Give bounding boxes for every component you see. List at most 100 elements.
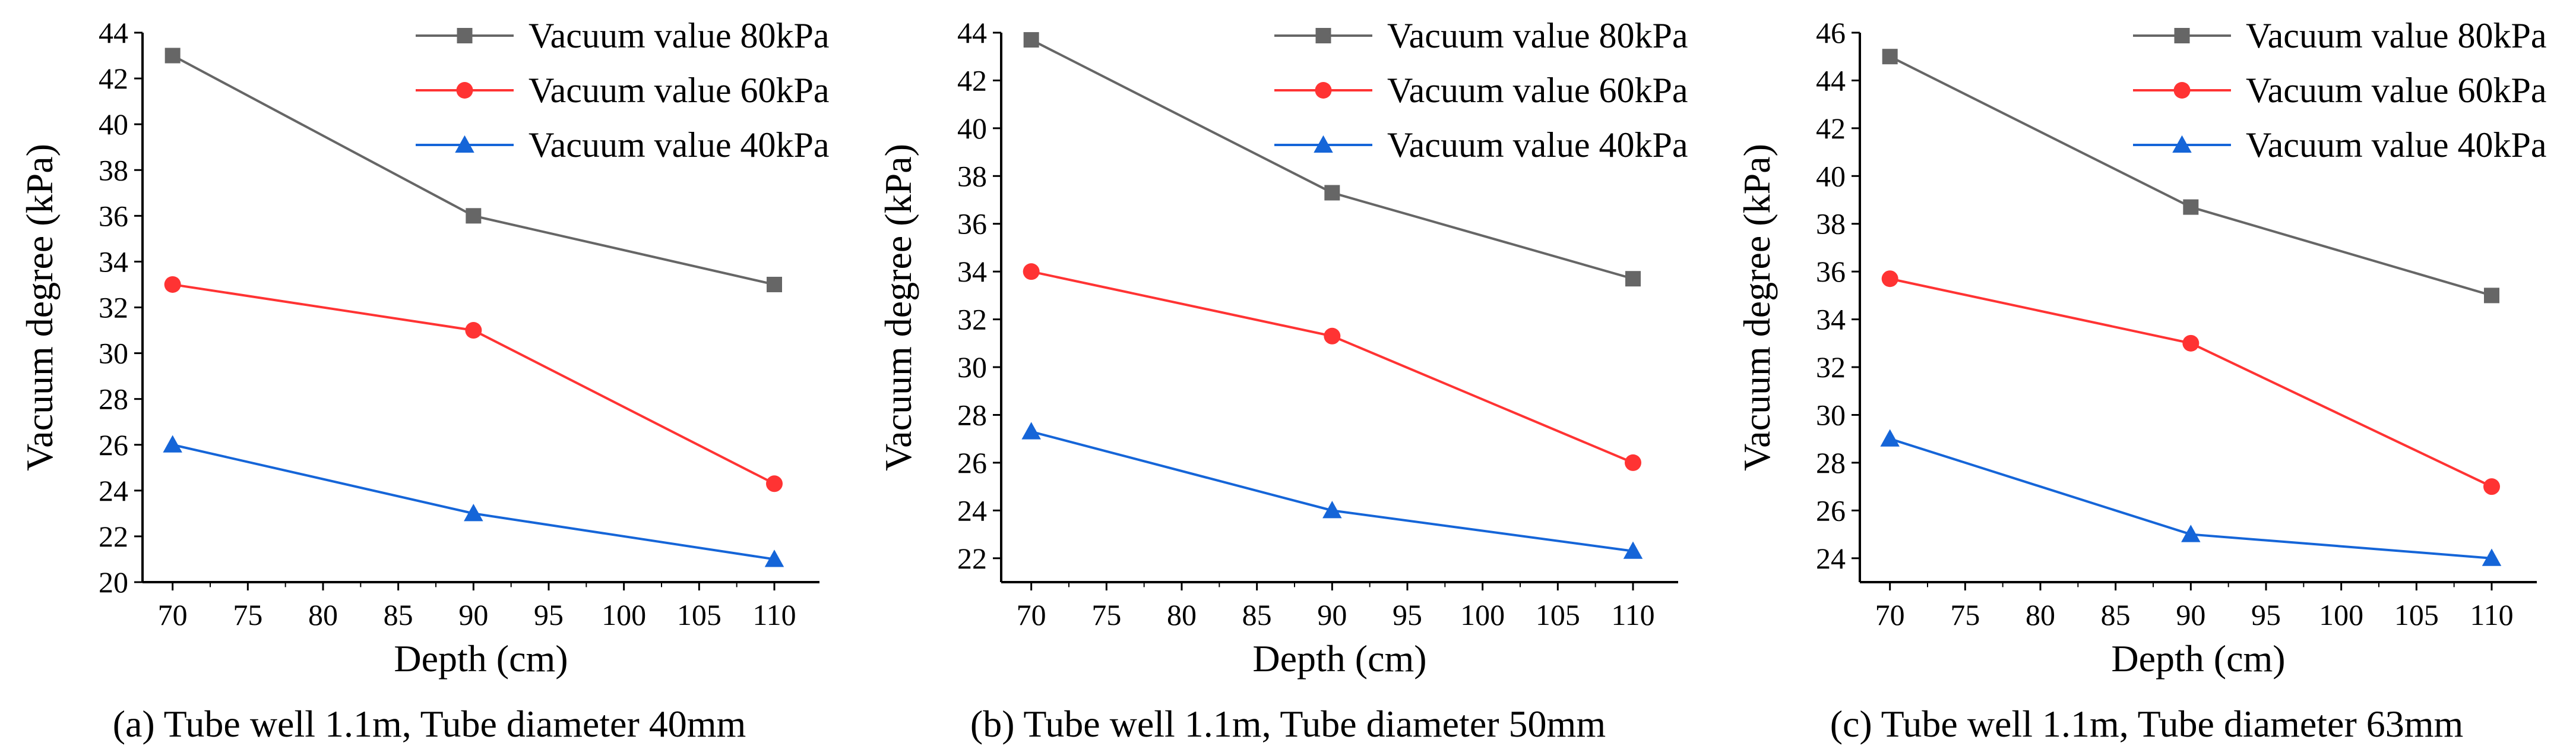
y-tick-label: 38	[1816, 207, 1846, 241]
x-tick-label: 100	[2319, 598, 2363, 631]
x-axis-title: Depth (cm)	[394, 637, 568, 680]
data-point	[1021, 422, 1041, 440]
x-tick-label: 70	[1017, 598, 1046, 631]
y-tick-label: 24	[99, 474, 128, 507]
y-axis-title: Vacuum degree (kPa)	[18, 144, 61, 471]
y-tick-label: 38	[99, 153, 128, 187]
y-tick-label: 22	[957, 542, 987, 575]
x-tick-label: 90	[458, 598, 488, 631]
x-tick-label: 80	[2026, 598, 2055, 631]
x-tick-label: 85	[1242, 598, 1272, 631]
x-tick-label: 110	[1611, 598, 1654, 631]
y-tick-label: 44	[99, 16, 128, 49]
y-tick-label: 22	[99, 520, 128, 553]
x-tick-label: 90	[2176, 598, 2205, 631]
panel-caption-c: (c) Tube well 1.1m, Tube diameter 63mm	[1830, 703, 2464, 745]
y-axis-title: Vacuum degree (kPa)	[1736, 144, 1778, 471]
data-point	[1880, 429, 1900, 447]
y-tick-label: 40	[1816, 159, 1846, 192]
x-tick-label: 100	[1460, 598, 1505, 631]
x-axis-title: Depth (cm)	[1252, 637, 1426, 680]
legend-label: Vacuum value 60kPa	[1387, 71, 1688, 110]
legend-marker	[2174, 28, 2190, 43]
legend-label: Vacuum value 60kPa	[2246, 71, 2547, 110]
y-tick-label: 40	[957, 112, 987, 145]
data-point	[766, 475, 783, 492]
data-point	[1324, 327, 1341, 345]
legend-label: Vacuum value 60kPa	[529, 71, 830, 110]
series-line	[1031, 430, 1634, 552]
y-tick-label: 26	[1816, 494, 1846, 527]
legend-marker	[2173, 82, 2191, 99]
y-tick-label: 38	[957, 159, 987, 192]
x-tick-label: 85	[2101, 598, 2131, 631]
y-tick-label: 32	[1816, 350, 1846, 384]
y-tick-label: 30	[99, 337, 128, 370]
legend-marker	[457, 28, 473, 43]
y-tick-label: 44	[957, 16, 987, 49]
data-point	[1322, 501, 1342, 519]
x-tick-label: 110	[752, 598, 796, 631]
legend-label: Vacuum value 80kPa	[2246, 16, 2547, 55]
x-tick-label: 100	[602, 598, 646, 631]
y-tick-label: 42	[957, 64, 987, 97]
x-tick-label: 70	[158, 598, 188, 631]
y-tick-label: 36	[1816, 255, 1846, 288]
legend-marker	[1314, 135, 1333, 153]
data-point	[1625, 271, 1641, 287]
data-point	[2181, 525, 2201, 542]
data-point	[1023, 263, 1040, 280]
y-tick-label: 30	[957, 350, 987, 384]
chart-panel-c: 70 75 80 85 90 95 100 105 110 24 26 28 30 32 34 36 38 40 4…	[1736, 16, 2547, 745]
series-line	[1890, 277, 2492, 488]
x-tick-label: 105	[677, 598, 721, 631]
x-tick-label: 75	[1091, 598, 1121, 631]
series-line	[1031, 270, 1634, 464]
x-tick-label: 80	[1167, 598, 1197, 631]
y-tick-label: 24	[957, 494, 987, 527]
data-point	[2483, 478, 2500, 495]
data-point	[1882, 49, 1898, 65]
y-tick-label: 36	[99, 199, 128, 232]
data-point	[767, 276, 782, 292]
y-tick-label: 26	[957, 446, 987, 479]
series-line	[172, 443, 775, 561]
y-tick-label: 36	[957, 207, 987, 241]
chart-panel-b: 70 75 80 85 90 95 100 105 110 22 24 26 28 30 32 34 36 38 4…	[877, 16, 1688, 745]
data-point	[764, 549, 784, 567]
data-point	[164, 48, 181, 64]
y-tick-label: 46	[1816, 16, 1846, 49]
x-axis-title: Depth (cm)	[2111, 637, 2285, 680]
x-tick-label: 75	[1950, 598, 1980, 631]
chart-panel-a: 70 75 80 85 90 95 100 105 110 20 22 24 26 28 30 32 34 36 3…	[18, 16, 830, 745]
y-tick-label: 34	[99, 245, 128, 278]
y-tick-label: 26	[99, 428, 128, 462]
y-axis-title: Vacuum degree (kPa)	[877, 144, 919, 471]
x-tick-label: 110	[2470, 598, 2513, 631]
data-point	[465, 322, 482, 339]
y-tick-label: 24	[1816, 542, 1846, 575]
data-point	[2482, 548, 2502, 566]
data-point	[1625, 454, 1641, 471]
data-point	[1881, 270, 1898, 288]
y-tick-label: 34	[1816, 303, 1846, 336]
legend-marker	[456, 82, 473, 99]
data-point	[1623, 541, 1643, 559]
data-point	[1023, 32, 1039, 48]
x-tick-label: 95	[534, 598, 564, 631]
legend-marker	[1315, 82, 1332, 99]
x-tick-label: 95	[2251, 598, 2281, 631]
data-point	[466, 208, 482, 224]
x-tick-label: 75	[233, 598, 262, 631]
series-line	[172, 283, 775, 485]
legend-label: Vacuum value 80kPa	[1387, 16, 1688, 55]
y-tick-label: 40	[99, 108, 128, 141]
legend-marker	[1315, 28, 1331, 43]
data-point	[2183, 199, 2199, 215]
x-tick-label: 105	[2394, 598, 2439, 631]
legend-label: Vacuum value 40kPa	[529, 125, 830, 165]
y-tick-label: 34	[957, 255, 987, 288]
data-point	[1324, 185, 1340, 201]
x-tick-label: 105	[1536, 598, 1580, 631]
